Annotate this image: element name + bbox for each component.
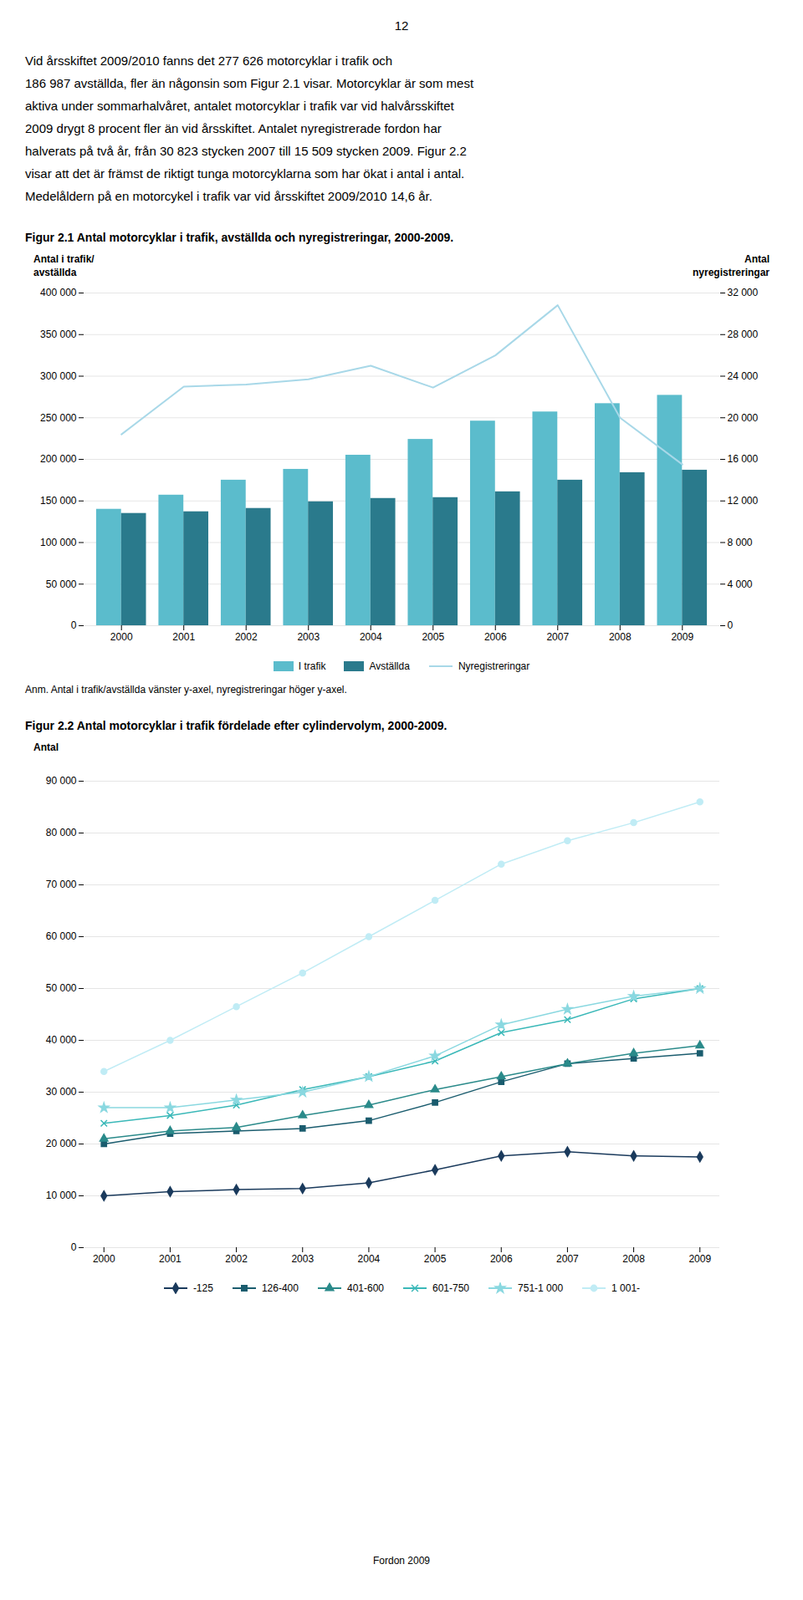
svg-text:80 000: 80 000: [46, 827, 77, 839]
svg-text:300 000: 300 000: [40, 370, 77, 383]
svg-text:30 000: 30 000: [46, 1086, 77, 1099]
svg-text:0: 0: [71, 1242, 77, 1254]
svg-text:50 000: 50 000: [46, 982, 77, 995]
svg-text:4 000: 4 000: [727, 578, 753, 591]
svg-text:12 000: 12 000: [727, 495, 759, 507]
svg-text:2006: 2006: [484, 631, 507, 644]
svg-text:50 000: 50 000: [46, 578, 77, 591]
svg-text:70 000: 70 000: [46, 879, 77, 891]
svg-text:0: 0: [71, 619, 77, 632]
svg-text:2003: 2003: [296, 631, 320, 644]
svg-text:2009: 2009: [688, 1253, 711, 1266]
svg-text:400 000: 400 000: [40, 286, 77, 299]
html-text:Nyregistreringar: Nyregistreringar: [458, 660, 530, 673]
svg-text:2007: 2007: [556, 1253, 579, 1266]
svg-text:100 000: 100 000: [40, 537, 77, 549]
svg-text:250 000: 250 000: [40, 412, 77, 425]
html-text:Fordon 2009: Fordon 2009: [373, 1555, 430, 1568]
html-text:visar att det är främst de rik: visar att det är främst de riktigt tunga…: [25, 166, 465, 181]
svg-text:2000: 2000: [92, 1253, 116, 1266]
svg-text:16 000: 16 000: [727, 453, 759, 466]
svg-text:2009: 2009: [670, 631, 694, 644]
svg-text:2006: 2006: [490, 1253, 513, 1266]
html-text:avställda: avställda: [33, 266, 77, 279]
svg-text:0: 0: [727, 619, 734, 632]
html-text:126-400: 126-400: [261, 1283, 299, 1295]
svg-text:2005: 2005: [421, 631, 445, 644]
html-text:601-750: 601-750: [432, 1283, 470, 1295]
html-text:Antal: Antal: [744, 253, 770, 266]
html-text:Vid årsskiftet 2009/2010 fanns: Vid årsskiftet 2009/2010 fanns det 277 6…: [25, 53, 393, 68]
svg-text:2002: 2002: [225, 1253, 248, 1266]
html-text:Figur 2.2 Antal motorcyklar i: Figur 2.2 Antal motorcyklar i trafik för…: [25, 719, 448, 733]
svg-text:2007: 2007: [546, 631, 569, 644]
svg-text:200 000: 200 000: [40, 453, 77, 466]
svg-text:2008: 2008: [622, 1253, 645, 1266]
html-text:751-1 000: 751-1 000: [517, 1283, 564, 1295]
html-text:I trafik: I trafik: [298, 660, 326, 673]
svg-text:20 000: 20 000: [727, 412, 759, 425]
html-text:12: 12: [394, 18, 409, 33]
svg-text:90 000: 90 000: [46, 775, 77, 788]
svg-text:2008: 2008: [608, 631, 632, 644]
html-text:Antal i trafik/: Antal i trafik/: [33, 253, 95, 266]
html-text:Medelåldern på en motorcykel i: Medelåldern på en motorcykel i trafik va…: [25, 189, 433, 204]
svg-text:2000: 2000: [110, 631, 133, 644]
svg-text:2001: 2001: [172, 631, 195, 644]
html-text:aktiva under sommarhalvåret, a: aktiva under sommarhalvåret, antalet mot…: [25, 98, 454, 113]
svg-text:40 000: 40 000: [46, 1034, 77, 1047]
svg-text:2004: 2004: [359, 631, 383, 644]
html-text:Figur 2.1 Antal motorcyklar i: Figur 2.1 Antal motorcyklar i trafik, av…: [25, 230, 454, 245]
svg-text:2001: 2001: [158, 1253, 182, 1266]
svg-text:8 000: 8 000: [727, 537, 753, 549]
svg-text:2002: 2002: [235, 631, 258, 644]
svg-text:32 000: 32 000: [727, 286, 759, 299]
html-text:1 001-: 1 001-: [611, 1283, 640, 1295]
svg-text:2004: 2004: [358, 1253, 381, 1266]
html-text:Antal: Antal: [33, 741, 59, 754]
html-text:nyregistreringar: nyregistreringar: [692, 266, 770, 279]
html-text:186 987 avställda, fler än någ: 186 987 avställda, fler än någonsin som …: [25, 76, 474, 91]
svg-text:60 000: 60 000: [46, 930, 77, 943]
svg-text:24 000: 24 000: [727, 370, 759, 383]
html-text:Anm. Antal i trafik/avställda: Anm. Antal i trafik/avställda vänster y-…: [25, 684, 347, 696]
html-text:Avställda: Avställda: [369, 660, 410, 673]
svg-text:10 000: 10 000: [46, 1190, 77, 1202]
html-text:-125: -125: [193, 1283, 214, 1295]
svg-text:350 000: 350 000: [40, 328, 77, 341]
html-text:2009 drygt 8 procent fler än v: 2009 drygt 8 procent fler än vid årsskif…: [25, 121, 442, 136]
svg-text:28 000: 28 000: [727, 328, 759, 341]
html-text:halverats på två år, från 30 8: halverats på två år, från 30 823 stycken…: [25, 143, 467, 159]
svg-text:2003: 2003: [291, 1253, 314, 1266]
svg-text:2005: 2005: [424, 1253, 447, 1266]
svg-text:150 000: 150 000: [40, 495, 77, 507]
html-text:401-600: 401-600: [347, 1283, 384, 1295]
svg-text:20 000: 20 000: [46, 1138, 77, 1151]
